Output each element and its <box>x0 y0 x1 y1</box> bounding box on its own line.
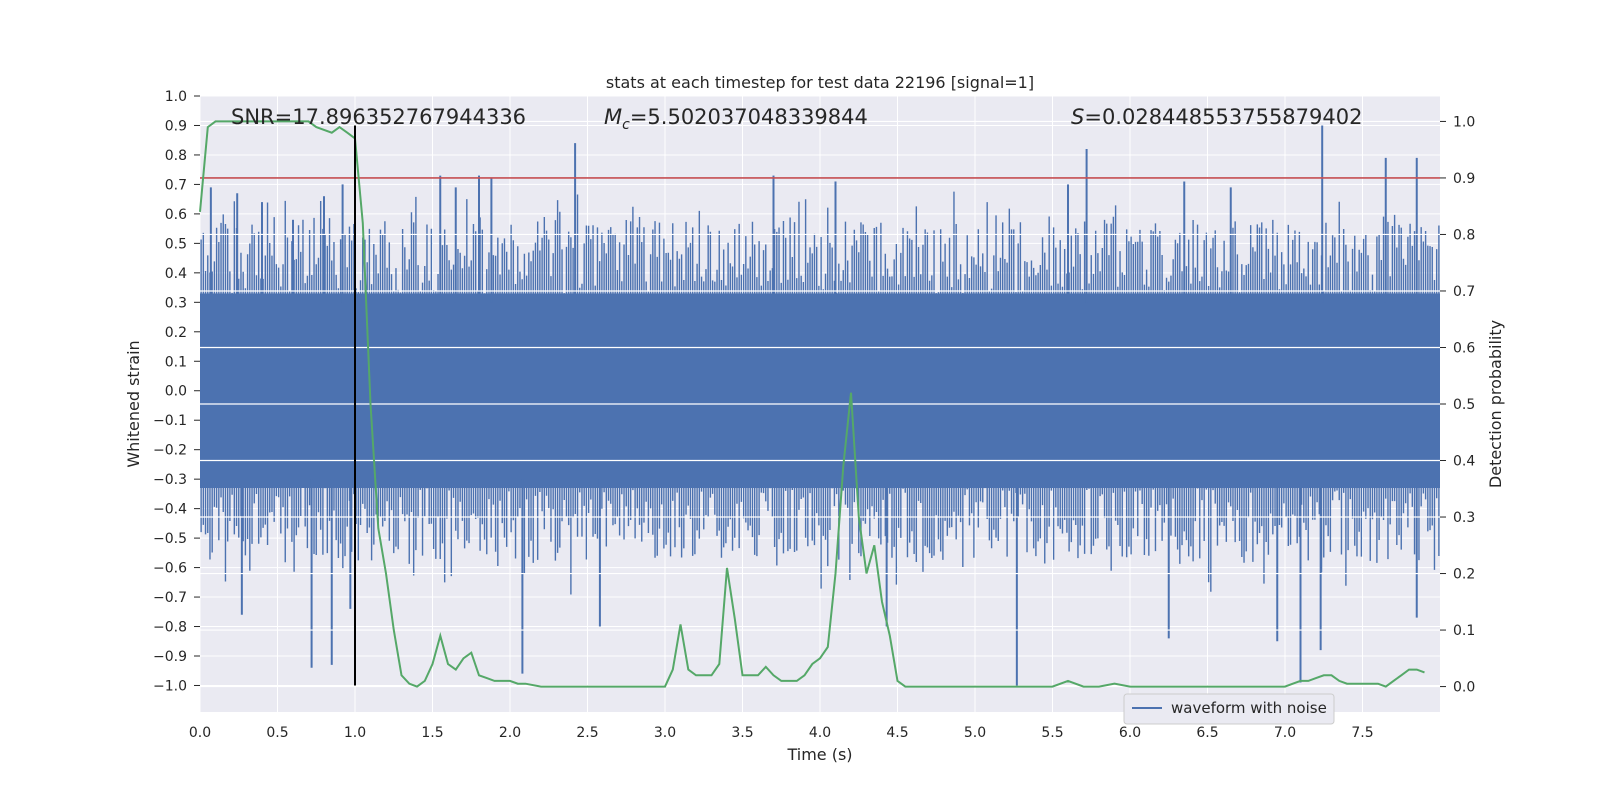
y2-tick-label: 0.6 <box>1453 340 1475 356</box>
x-tick-label: 6.0 <box>1119 725 1141 741</box>
waveform-core-band <box>200 293 1440 488</box>
y-tick-label: 0.4 <box>165 266 187 282</box>
legend-label-waveform: waveform with noise <box>1171 699 1327 717</box>
x-tick-label: 3.0 <box>654 725 676 741</box>
x-tick-label: 2.5 <box>576 725 598 741</box>
chirp-mass-symbol: M <box>604 105 622 129</box>
x-axis-label: Time (s) <box>786 745 852 764</box>
detection-probability-line <box>199 120 1425 688</box>
x-tick-label: 1.5 <box>421 725 443 741</box>
waveform-series <box>200 125 1440 686</box>
y2-tick-label: 0.4 <box>1453 454 1475 470</box>
x-tick-label: 6.5 <box>1196 725 1218 741</box>
legend-box <box>1123 693 1335 725</box>
y-tick-label: −0.2 <box>153 443 187 459</box>
y2-tick-label: 0.1 <box>1453 623 1475 639</box>
chart-title: stats at each timestep for test data 221… <box>606 73 1034 92</box>
x-tick-label: 7.0 <box>1274 725 1296 741</box>
legend: waveform with noise <box>1123 693 1335 725</box>
snr-annotation: SNR=17.896352767944336 <box>231 105 526 129</box>
chirp-mass-subscript: c <box>622 117 630 133</box>
x-tick-label: 3.5 <box>731 725 753 741</box>
y2-tick-label: 0.2 <box>1453 567 1475 583</box>
x-tick-label: 2.0 <box>499 725 521 741</box>
x-tick-label: 1.0 <box>344 725 366 741</box>
y-tick-label: 0.3 <box>165 295 187 311</box>
y-tick-label: 0.5 <box>165 236 187 252</box>
y-tick-label: −1.0 <box>153 678 187 694</box>
y-tick-label: 1.0 <box>165 89 187 105</box>
y-tick-label: −0.4 <box>153 502 187 518</box>
y-tick-label: 0.6 <box>165 207 187 223</box>
y2-tick-label: 0.0 <box>1453 680 1475 696</box>
y2-tick-label: 0.9 <box>1453 171 1475 187</box>
y-tick-label: 0.1 <box>165 354 187 370</box>
y-tick-label: −0.8 <box>153 620 187 636</box>
x-tick-label: 5.5 <box>1041 725 1063 741</box>
y2-tick-label: 0.5 <box>1453 397 1475 413</box>
y-axis-ticks: 1.0 0.9 0.8 0.7 0.6 0.5 0.4 0.3 0.2 0.1 0.0 −0.1 −0.… <box>153 89 200 694</box>
s-statistic-symbol: S <box>1071 105 1084 129</box>
y2-axis-label: Detection probability <box>1486 320 1505 488</box>
y-tick-label: 0.9 <box>165 118 187 134</box>
s-statistic-annotation: S=0.028448553755879402 <box>1071 105 1362 129</box>
y-tick-label: 0.2 <box>165 325 187 341</box>
y2-tick-label: 0.8 <box>1453 227 1475 243</box>
x-tick-label: 0.5 <box>266 725 288 741</box>
y-tick-label: 0.8 <box>165 148 187 164</box>
y-tick-label: 0.7 <box>165 177 187 193</box>
y-axis-label: Whitened strain <box>124 340 143 467</box>
y-tick-label: −0.6 <box>153 561 187 577</box>
y2-tick-label: 0.3 <box>1453 510 1475 526</box>
chirp-mass-annotation: Mc=5.502037048339844 <box>604 105 868 133</box>
x-tick-label: 0.0 <box>189 725 211 741</box>
y-tick-label: −0.1 <box>153 413 187 429</box>
y-tick-label: 0.0 <box>165 384 187 400</box>
x-tick-label: 5.0 <box>964 725 986 741</box>
y2-axis-ticks: 1.0 0.9 0.8 0.7 0.6 0.5 0.4 0.3 0.2 0.1 0.0 <box>1440 114 1475 696</box>
s-statistic-value: =0.028448553755879402 <box>1084 105 1362 129</box>
y-tick-label: −0.3 <box>153 472 187 488</box>
y2-tick-label: 1.0 <box>1453 114 1475 130</box>
x-tick-label: 4.5 <box>886 725 908 741</box>
y-tick-label: −0.9 <box>153 649 187 665</box>
x-axis-ticks: 0.0 0.5 1.0 1.5 2.0 2.5 3.0 3.5 4.0 4.5 5.0 5.5 6.0 6… <box>189 725 1374 741</box>
y-tick-label: −0.7 <box>153 590 187 606</box>
chirp-mass-value: =5.502037048339844 <box>630 105 868 129</box>
y-tick-label: −0.5 <box>153 531 187 547</box>
y2-tick-label: 0.7 <box>1453 284 1475 300</box>
x-tick-label: 4.0 <box>809 725 831 741</box>
x-tick-label: 7.5 <box>1351 725 1373 741</box>
